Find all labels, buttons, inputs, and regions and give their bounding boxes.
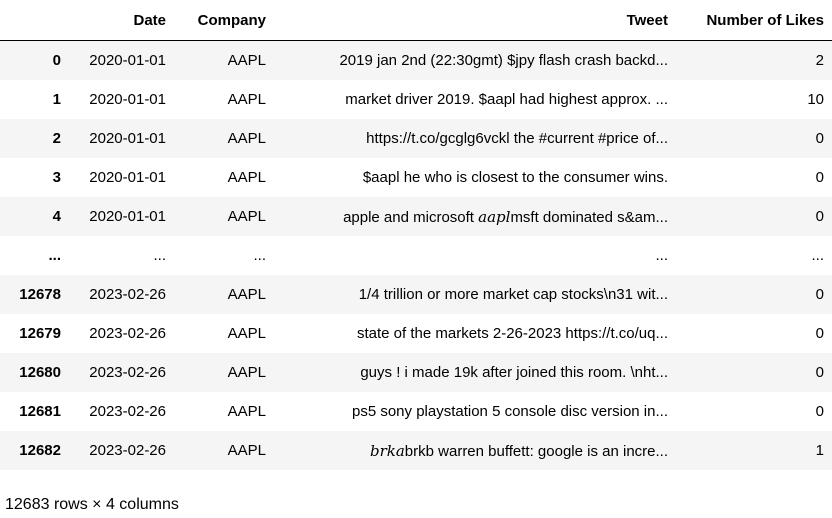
cell-company: AAPL	[227, 130, 266, 147]
cell-tweet: market driver 2019. $aapl had highest ap…	[274, 80, 676, 119]
tweet-text: $aapl he who is closest to the consumer …	[362, 169, 668, 186]
cell-company: AAPL	[227, 169, 266, 186]
row-index: 12682	[19, 442, 61, 459]
cell-tweet: apple and microsoft aaplmsft dominated s…	[274, 197, 676, 236]
tweet-text: https://t.co/gcglg6vckl the #current #pr…	[366, 130, 668, 147]
cell-likes: ...	[811, 247, 824, 264]
cell-date: 2020-01-01	[89, 208, 166, 225]
row-index: 0	[52, 52, 61, 69]
cell-likes: 0	[815, 364, 824, 381]
tweet-text: ...	[655, 247, 668, 264]
cell-likes: 0	[815, 208, 824, 225]
table-row: 2 2020-01-01 AAPL https://t.co/gcglg6vckl t…	[0, 119, 832, 158]
cell-tweet: guys ! i made 19k after joined this room…	[274, 353, 676, 392]
table-header: Date Company Tweet Number of Likes	[0, 0, 832, 41]
cell-likes: 0	[815, 130, 824, 147]
cell-company: AAPL	[227, 442, 266, 459]
row-index: 1	[52, 91, 61, 108]
tweet-text: guys ! i made 19k after joined this room…	[360, 364, 668, 381]
table-body: 0 2020-01-01 AAPL 2019 jan 2nd (22:30gmt) $…	[0, 40, 832, 470]
row-index: 12679	[19, 325, 61, 342]
row-index: 12680	[19, 364, 61, 381]
header-likes: Number of Likes	[676, 0, 832, 41]
table-row: 3 2020-01-01 AAPL $aapl he who is closest t…	[0, 158, 832, 197]
cell-date: 2023-02-26	[89, 403, 166, 420]
cell-date: 2020-01-01	[89, 91, 166, 108]
cell-company: AAPL	[227, 286, 266, 303]
row-index: 2	[52, 130, 61, 147]
row-index: 4	[52, 208, 61, 225]
cell-date: ...	[153, 247, 166, 264]
cell-likes: 0	[815, 169, 824, 186]
cell-likes: 0	[815, 325, 824, 342]
cell-company: AAPL	[227, 52, 266, 69]
tweet-math-text: brka	[369, 441, 405, 460]
table-row: 12678 2023-02-26 AAPL 1/4 trillion or more …	[0, 275, 832, 314]
cell-company: AAPL	[227, 364, 266, 381]
cell-tweet: ps5 sony playstation 5 console disc vers…	[274, 392, 676, 431]
header-date: Date	[69, 0, 174, 41]
tweet-prefix-text: apple and microsoft	[343, 208, 479, 226]
tweet-text: market driver 2019. $aapl had highest ap…	[345, 91, 668, 108]
cell-tweet: https://t.co/gcglg6vckl the #current #pr…	[274, 119, 676, 158]
cell-likes: 2	[815, 52, 824, 69]
tweet-text: 1/4 trillion or more market cap stocks\n…	[358, 286, 668, 303]
cell-date: 2023-02-26	[89, 286, 166, 303]
dataframe-shape: 12683 rows × 4 columns	[5, 496, 179, 513]
table-row: 1 2020-01-01 AAPL market driver 2019. $aapl…	[0, 80, 832, 119]
tweet-math-text: aapl	[478, 207, 511, 226]
table-row: 4 2020-01-01 AAPL apple and microsoft aaplm…	[0, 197, 832, 236]
cell-date: 2023-02-26	[89, 325, 166, 342]
cell-tweet: state of the markets 2-26-2023 https://t…	[274, 314, 676, 353]
cell-company: AAPL	[227, 208, 266, 225]
table-row: 12680 2023-02-26 AAPL guys ! i made 19k aft…	[0, 353, 832, 392]
row-index: ...	[48, 247, 61, 264]
cell-date: 2023-02-26	[89, 364, 166, 381]
cell-date: 2020-01-01	[89, 169, 166, 186]
table-row: 12681 2023-02-26 AAPL ps5 sony playstation …	[0, 392, 832, 431]
tweet-text: brkb warren buffett: google is an incre.…	[404, 442, 668, 460]
cell-company: AAPL	[227, 403, 266, 420]
header-index	[0, 0, 69, 41]
cell-company: ...	[253, 247, 266, 264]
cell-likes: 1	[815, 442, 824, 459]
row-index: 12678	[19, 286, 61, 303]
tweet-text: 2019 jan 2nd (22:30gmt) $jpy flash crash…	[339, 52, 668, 69]
cell-likes: 10	[807, 91, 824, 108]
header-company: Company	[174, 0, 274, 41]
dataframe-table: Date Company Tweet Number of Likes 0 2020…	[0, 0, 832, 470]
header-tweet: Tweet	[274, 0, 676, 41]
cell-company: AAPL	[227, 325, 266, 342]
cell-date: 2020-01-01	[89, 130, 166, 147]
tweet-text: ps5 sony playstation 5 console disc vers…	[351, 403, 668, 420]
header-row: Date Company Tweet Number of Likes	[0, 0, 832, 41]
table-row: 0 2020-01-01 AAPL 2019 jan 2nd (22:30gmt) $…	[0, 40, 832, 81]
cell-company: AAPL	[227, 91, 266, 108]
table-row: ...............	[0, 236, 832, 275]
table-row: 12679 2023-02-26 AAPL state of the markets …	[0, 314, 832, 353]
cell-date: 2020-01-01	[89, 52, 166, 69]
cell-tweet: $aapl he who is closest to the consumer …	[274, 158, 676, 197]
cell-date: 2023-02-26	[89, 442, 166, 459]
cell-tweet: 2019 jan 2nd (22:30gmt) $jpy flash crash…	[274, 41, 676, 81]
table-row: 12682 2023-02-26 AAPL brkabrkb warren buffe…	[0, 431, 832, 470]
row-index: 12681	[19, 403, 61, 420]
cell-likes: 0	[815, 286, 824, 303]
tweet-text: state of the markets 2-26-2023 https://t…	[356, 325, 668, 342]
row-index: 3	[52, 169, 61, 186]
tweet-text: msft dominated s&am...	[510, 208, 668, 226]
cell-tweet: brkabrkb warren buffett: google is an in…	[274, 431, 676, 470]
cell-tweet: 1/4 trillion or more market cap stocks\n…	[274, 275, 676, 314]
cell-likes: 0	[815, 403, 824, 420]
cell-tweet: ...	[274, 236, 676, 275]
